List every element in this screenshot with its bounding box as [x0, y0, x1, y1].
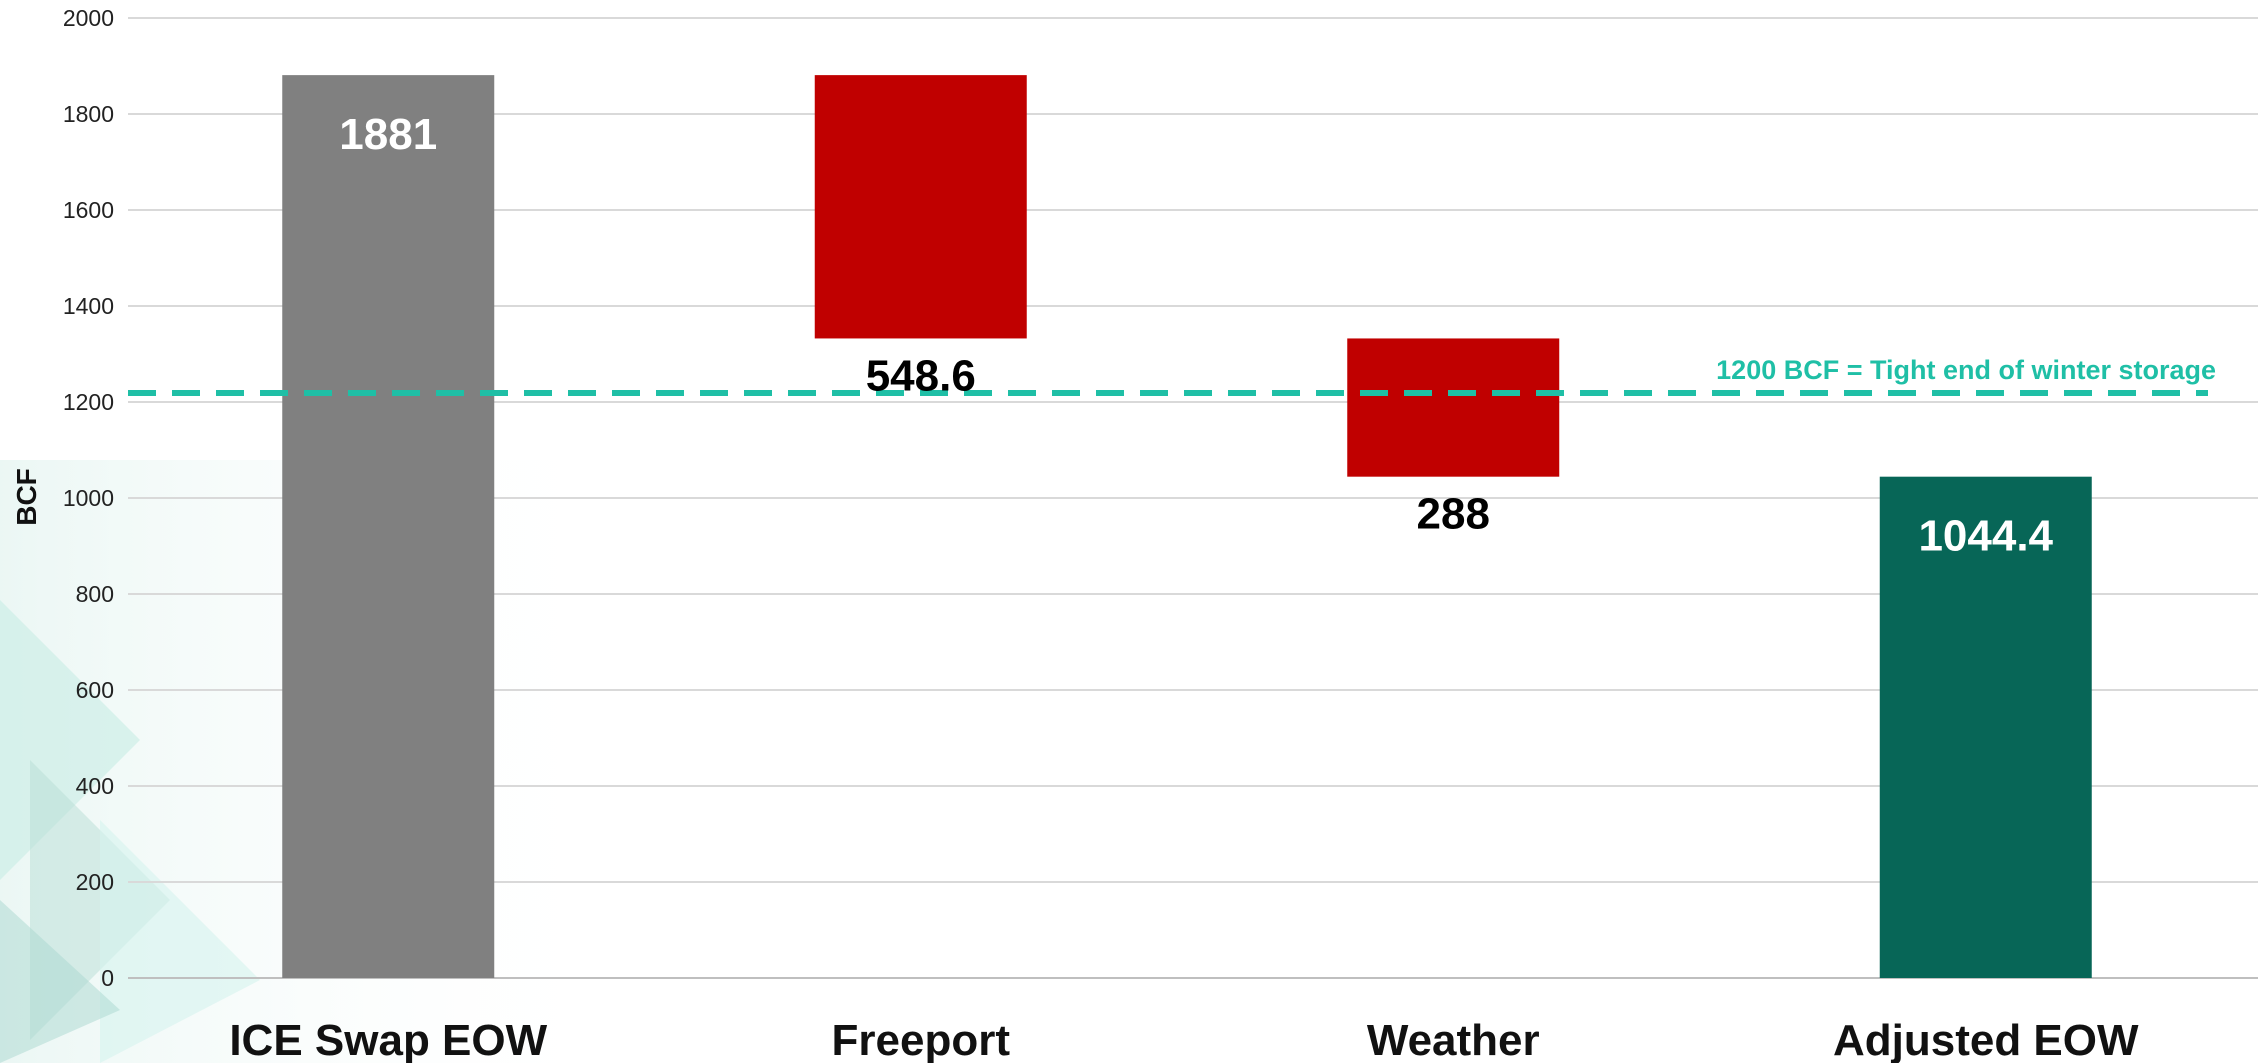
x-category-adjusted-eow: Adjusted EOW — [1833, 1016, 2139, 1063]
data-labels: 1881 548.6 288 1044.4 — [339, 110, 2053, 561]
x-category-ice-swap-eow: ICE Swap EOW — [229, 1016, 547, 1063]
reference-line-label: 1200 BCF = Tight end of winter storage — [1716, 355, 2216, 385]
data-label-weather: 288 — [1417, 490, 1490, 539]
y-tick-label-1800: 1800 — [63, 101, 114, 127]
bar-ice-swap-eow — [282, 75, 495, 979]
bars — [282, 75, 2092, 979]
y-tick-label-2000: 2000 — [63, 5, 114, 31]
y-tick-label-800: 800 — [76, 581, 114, 607]
data-label-freeport: 548.6 — [866, 351, 976, 400]
data-label-adjusted-eow: 1044.4 — [1918, 512, 2053, 561]
y-axis-label: BCF — [11, 468, 42, 526]
y-tick-label-0: 0 — [101, 965, 114, 991]
bar-weather — [1347, 338, 1560, 477]
x-category-freeport: Freeport — [832, 1016, 1011, 1063]
y-tick-label-600: 600 — [76, 677, 114, 703]
x-category-weather: Weather — [1367, 1016, 1540, 1063]
y-tick-label-1600: 1600 — [63, 197, 114, 223]
y-tick-label-200: 200 — [76, 869, 114, 895]
y-tick-label-1000: 1000 — [63, 485, 114, 511]
y-tick-label-1400: 1400 — [63, 293, 114, 319]
y-axis-ticks: 0 200 400 600 800 1000 1200 1400 1600 1800 2000 — [63, 5, 114, 991]
y-tick-label-1200: 1200 — [63, 389, 114, 415]
bar-adjusted-eow — [1879, 476, 2092, 978]
bar-freeport — [814, 75, 1027, 339]
x-axis-categories: ICE Swap EOW Freeport Weather Adjusted EOW — [229, 1016, 2139, 1063]
data-label-ice-swap-eow: 1881 — [339, 110, 437, 159]
y-tick-label-400: 400 — [76, 773, 114, 799]
